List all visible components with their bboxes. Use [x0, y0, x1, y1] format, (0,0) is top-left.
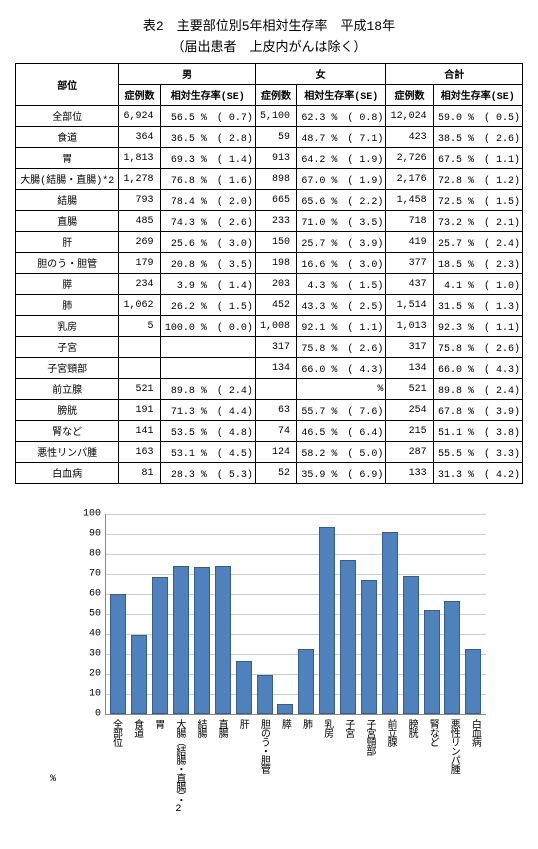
table-row: 全部位6,92456.5 % ( 0.7)5,10062.3 % ( 0.8)1… [16, 106, 523, 127]
chart-bar [152, 577, 168, 714]
chart-ytick: 90 [81, 529, 101, 540]
table-row: 肺1,06226.2 % ( 1.5)45243.3 % ( 2.5)1,514… [16, 295, 523, 316]
table-row: 膵2343.9 % ( 1.4)2034.3 % ( 1.5)4374.1 % … [16, 274, 523, 295]
chart-xlabel: 胆のう・胆管 [256, 719, 270, 814]
chart-bar [424, 610, 440, 714]
chart-ytick: 20 [81, 669, 101, 680]
chart-bars [106, 514, 486, 714]
chart-xlabels: 全部位食道胃大腸（結腸・直腸）・2 結腸直腸肝胆のう・胆管膵肺乳房子宮子宮頸部前立… [105, 719, 485, 814]
header-site: 部位 [16, 64, 119, 106]
chart-bar [340, 560, 356, 714]
chart-bar [215, 566, 231, 714]
chart-xlabel: 白血病 [467, 719, 481, 814]
chart-pct-label: % [50, 774, 56, 785]
table-row: 肝26925.6 % ( 3.0)15025.7 % ( 3.9)41925.7… [16, 232, 523, 253]
header-male: 男 [119, 64, 256, 85]
chart-bar [444, 601, 460, 714]
table-title: 表2 主要部位別5年相対生存率 平成18年 [15, 15, 523, 34]
table-row: 白血病8128.3 % ( 5.3)5235.9 % ( 6.9)13331.3… [16, 463, 523, 484]
chart-bar [110, 594, 126, 714]
header-survival: 相対生存率(SE) [433, 85, 522, 106]
survival-table: 部位 男 女 合計 症例数 相対生存率(SE) 症例数 相対生存率(SE) 症例… [15, 63, 523, 484]
chart-bar [194, 567, 210, 714]
chart-ytick: 60 [81, 589, 101, 600]
header-cases: 症例数 [386, 85, 433, 106]
chart-bar [298, 649, 314, 714]
chart-ytick: 40 [81, 629, 101, 640]
chart-xlabel: 直腸 [214, 719, 228, 814]
chart-bar [131, 635, 147, 714]
chart-bar [465, 649, 481, 714]
chart-xlabel: 膀胱 [404, 719, 418, 814]
chart-bar [236, 661, 252, 714]
survival-chart: 0102030405060708090100 全部位食道胃大腸（結腸・直腸）・2… [75, 514, 495, 834]
header-cases: 症例数 [119, 85, 160, 106]
chart-bar [403, 576, 419, 714]
chart-ytick: 0 [81, 709, 101, 720]
chart-xlabel: 胃 [151, 719, 165, 814]
chart-xlabel: 肝 [235, 719, 249, 814]
chart-bar [361, 580, 377, 714]
table-row: 腎など14153.5 % ( 4.8)7446.5 % ( 6.4)21551.… [16, 421, 523, 442]
chart-xlabel: 肺 [299, 719, 313, 814]
chart-ytick: 100 [81, 509, 101, 520]
chart-bar [277, 704, 293, 714]
table-row: 前立腺52189.8 % ( 2.4)%52189.8 % ( 2.4) [16, 379, 523, 400]
table-subtitle: （届出患者 上皮内がんは除く） [15, 36, 523, 55]
chart-xlabel: 子宮頸部 [362, 719, 376, 814]
table-row: 食道36436.5 % ( 2.8)5948.7 % ( 7.1)42338.5… [16, 127, 523, 148]
table-row: 直腸48574.3 % ( 2.6)23371.0 % ( 3.5)71873.… [16, 211, 523, 232]
chart-xlabel: 膵 [277, 719, 291, 814]
table-row: 胆のう・胆管17920.8 % ( 3.5)19816.6 % ( 3.0)37… [16, 253, 523, 274]
table-row: 悪性リンパ腫16353.1 % ( 4.5)12458.2 % ( 5.0)28… [16, 442, 523, 463]
chart-ytick: 80 [81, 549, 101, 560]
chart-bar [257, 675, 273, 714]
chart-bar [173, 566, 189, 714]
chart-xlabel: 食道 [130, 719, 144, 814]
table-row: 子宮頸部13466.0 % ( 4.3)13466.0 % ( 4.3) [16, 358, 523, 379]
table-row: 結腸79378.4 % ( 2.0)66565.6 % ( 2.2)1,4587… [16, 190, 523, 211]
chart-xlabel: 腎など [425, 719, 439, 814]
header-female: 女 [255, 64, 386, 85]
chart-ytick: 10 [81, 689, 101, 700]
table-row: 膀胱19171.3 % ( 4.4)6355.7 % ( 7.6)25467.8… [16, 400, 523, 421]
header-survival: 相対生存率(SE) [160, 85, 255, 106]
table-row: 乳房5100.0 % ( 0.0)1,00892.1 % ( 1.1)1,013… [16, 316, 523, 337]
table-row: 大腸(結腸・直腸)*21,27876.8 % ( 1.6)89867.0 % (… [16, 169, 523, 190]
chart-xlabel: 全部位 [109, 719, 123, 814]
header-cases: 症例数 [255, 85, 296, 106]
chart-ytick: 30 [81, 649, 101, 660]
table-row: 胃1,81369.3 % ( 1.4)91364.2 % ( 1.9)2,726… [16, 148, 523, 169]
chart-plot: 0102030405060708090100 [105, 514, 486, 715]
chart-xlabel: 大腸（結腸・直腸）・2 [172, 719, 186, 814]
chart-xlabel: 前立腺 [383, 719, 397, 814]
chart-bar [319, 527, 335, 714]
table-row: 子宮31775.8 % ( 2.6)31775.8 % ( 2.6) [16, 337, 523, 358]
chart-bar [382, 532, 398, 714]
chart-ytick: 50 [81, 609, 101, 620]
header-survival: 相対生存率(SE) [297, 85, 386, 106]
chart-ytick: 70 [81, 569, 101, 580]
chart-xlabel: 悪性リンパ腫 [446, 719, 460, 814]
chart-xlabel: 結腸 [193, 719, 207, 814]
header-total: 合計 [386, 64, 523, 85]
chart-xlabel: 乳房 [320, 719, 334, 814]
chart-xlabel: 子宮 [341, 719, 355, 814]
